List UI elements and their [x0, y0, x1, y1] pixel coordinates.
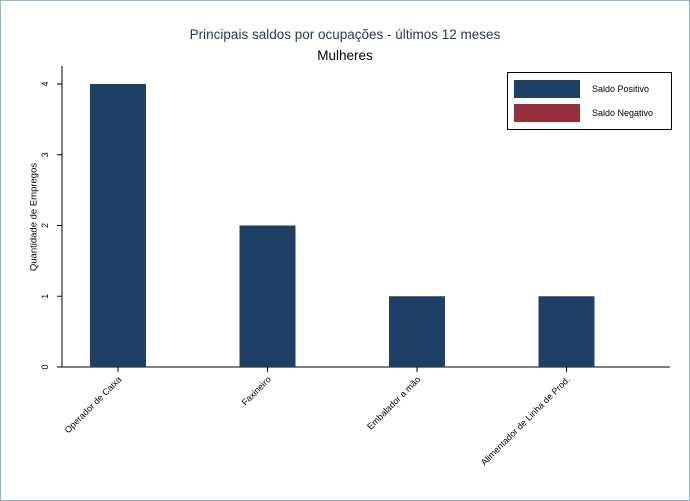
legend-swatch-positive	[514, 80, 580, 98]
bar	[239, 225, 296, 367]
legend-label-positive: Saldo Positivo	[592, 84, 650, 94]
x-tick-label: Alimentador de Linha de Prod.	[479, 374, 572, 467]
legend-label-negative: Saldo Negativo	[592, 108, 654, 118]
bar	[538, 296, 595, 367]
bar	[90, 84, 146, 367]
bar	[389, 296, 445, 367]
chart-title: Principais saldos por ocupações - último…	[189, 27, 501, 42]
x-tick-label: Embalador a mão	[365, 374, 422, 431]
x-tick-label: Operador de Caixa	[63, 374, 124, 435]
y-tick-label: 1	[40, 294, 50, 299]
legend-item-positive: Saldo Positivo	[514, 80, 649, 98]
legend-item-negative: Saldo Negativo	[514, 104, 653, 122]
x-tick-label: Faxineiro	[240, 374, 273, 407]
y-tick-label: 4	[40, 81, 50, 86]
y-tick-label: 2	[40, 223, 50, 228]
y-tick-label: 3	[40, 152, 50, 157]
legend-swatch-negative	[514, 104, 580, 122]
legend: Saldo Positivo Saldo Negativo	[507, 72, 672, 130]
y-tick-label: 0	[40, 364, 50, 369]
chart-subtitle: Mulheres	[317, 48, 373, 63]
